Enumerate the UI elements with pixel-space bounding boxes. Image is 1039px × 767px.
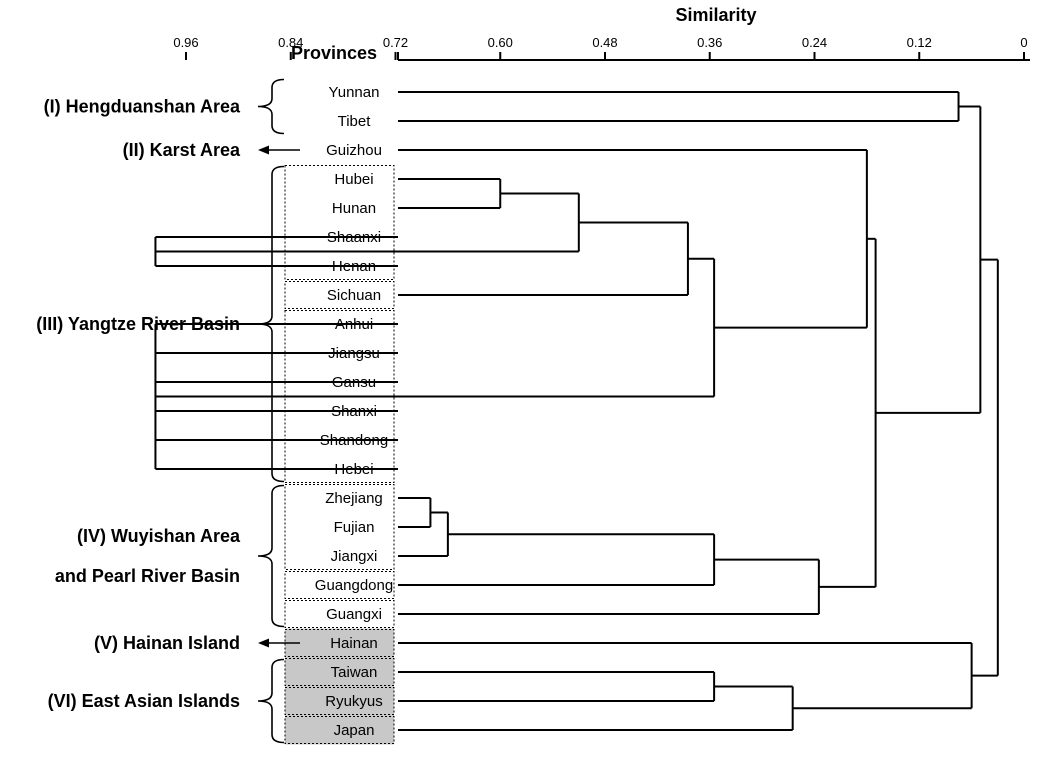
shade-ryukyus: [285, 686, 394, 716]
cluster-c_hai: [398, 642, 973, 710]
region-ii: (II) Karst Area: [123, 140, 300, 160]
cluster-c_zfj: [398, 511, 449, 557]
cluster-c_hh: [398, 178, 502, 209]
similarity-axis: 0.96 0.84 0.72 0.60 0.48 0.36 0.24 0.12 0: [173, 35, 1030, 61]
group-box-4: [284, 484, 395, 570]
province-yunnan: Yunnan: [329, 84, 380, 101]
shade-taiwan: [285, 657, 394, 687]
tick-label-0-72: 0.72: [383, 35, 408, 50]
dendrogram-links: [154, 91, 999, 731]
province-hubei: Hubei: [334, 171, 373, 188]
province-hainan: Hainan: [330, 635, 378, 652]
region-i: (I) Hengduanshan Area: [44, 78, 285, 135]
province-fujian: Fujian: [334, 519, 375, 536]
axis-title: Similarity: [675, 5, 756, 25]
province-sichuan: Sichuan: [327, 287, 381, 304]
tick-label-0-48: 0.48: [592, 35, 617, 50]
region-iii: (III) Yangtze River Basin: [36, 165, 285, 483]
region-vi-label-1: (VI) East Asian Islands: [48, 691, 240, 711]
region-v-label-1: (V) Hainan Island: [94, 633, 240, 653]
cluster-c_tr: [398, 671, 716, 702]
province-guangxi: Guangxi: [326, 606, 382, 623]
tick-label-0: 0: [1020, 35, 1027, 50]
tick-label-0-24: 0.24: [802, 35, 827, 50]
tick-label-0-36: 0.36: [697, 35, 722, 50]
shaded-province-boxes: [285, 628, 394, 745]
region-iii-label-1: (III) Yangtze River Basin: [36, 314, 240, 334]
cluster-c_iii_g: [398, 149, 868, 329]
region-iii-brace: [257, 165, 285, 483]
region-iv-brace: [257, 484, 285, 628]
province-guizhou: Guizhou: [326, 142, 382, 159]
province-ryukyus: Ryukyus: [325, 693, 383, 710]
province-taiwan: Taiwan: [331, 664, 378, 681]
cluster-c_gd: [398, 533, 716, 586]
province-hunan: Hunan: [332, 200, 376, 217]
region-labels: (I) Hengduanshan Area (II) Karst Area (III…: [36, 78, 300, 744]
province-guangdong: Guangdong: [315, 577, 393, 594]
tick-label-0-12: 0.12: [907, 35, 932, 50]
shade-japan: [285, 715, 394, 745]
cluster-c_zf: [398, 497, 432, 528]
region-v-arrow-head: [258, 638, 269, 648]
provinces-header: Provinces: [291, 43, 377, 63]
cluster-c_sc: [398, 221, 689, 296]
region-ii-arrow-head: [258, 145, 269, 155]
region-i-label-1: (I) Hengduanshan Area: [44, 97, 241, 117]
tick-label-0-60: 0.60: [488, 35, 513, 50]
province-japan: Japan: [334, 722, 375, 739]
region-i-brace: [257, 78, 285, 135]
tick-label-0-84: 0.84: [278, 35, 303, 50]
region-vi-brace: [257, 658, 285, 744]
province-jiangxi: Jiangxi: [331, 548, 378, 565]
cluster-c_root: [971, 258, 999, 677]
shade-hainan: [285, 628, 394, 658]
region-vi: (VI) East Asian Islands: [48, 658, 285, 744]
province-labels: YunnanTibetGuizhouHubeiHunanShaanxiHenan…: [315, 84, 393, 739]
cluster-c_gx: [398, 558, 820, 615]
cluster-c_yt: [398, 91, 960, 122]
province-tibet: Tibet: [338, 113, 372, 130]
region-iv-label-1: (IV) Wuyishan Area: [77, 526, 241, 546]
region-iv: (IV) Wuyishan Area and Pearl River Basin: [55, 484, 285, 628]
region-v: (V) Hainan Island: [94, 633, 300, 653]
tick-label-0-96: 0.96: [173, 35, 198, 50]
region-iv-label-2: and Pearl River Basin: [55, 566, 240, 586]
group-box-1: [284, 165, 395, 280]
province-zhejiang: Zhejiang: [325, 490, 383, 507]
region-ii-label-1: (II) Karst Area: [123, 140, 241, 160]
cluster-c_top: [875, 105, 982, 414]
cluster-c_trj: [398, 685, 794, 731]
cluster-c_n: [154, 323, 398, 470]
